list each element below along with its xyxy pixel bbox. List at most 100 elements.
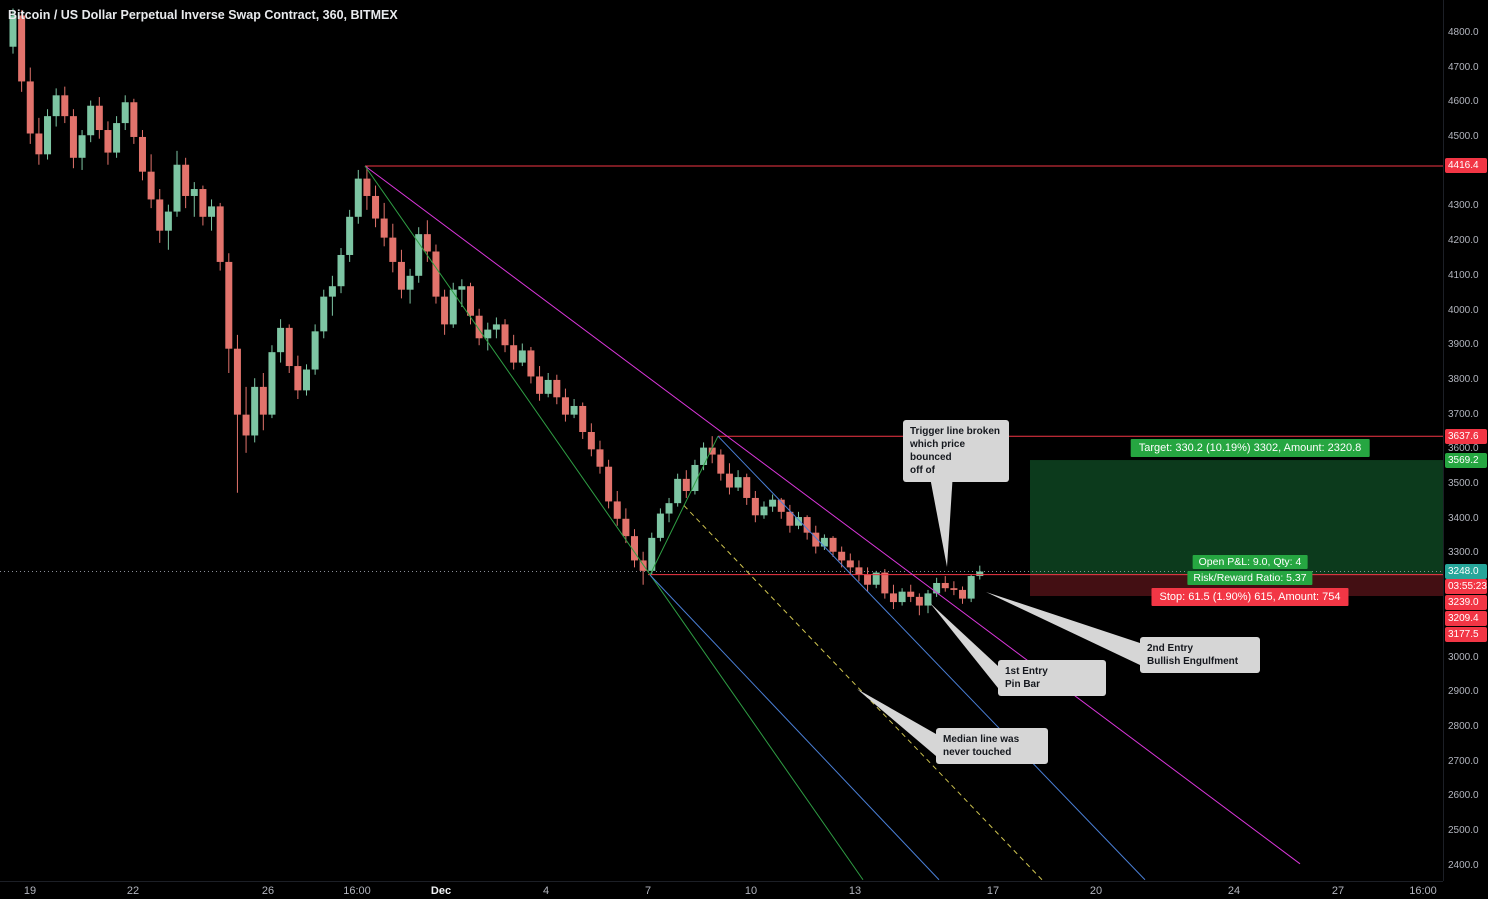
price-axis-label: 2500.0 — [1448, 825, 1479, 837]
candle — [708, 436, 716, 464]
candle — [889, 584, 897, 610]
candle — [432, 244, 440, 304]
candle — [501, 319, 509, 353]
price-tag: 3209.4 — [1445, 611, 1487, 627]
candle — [682, 470, 690, 498]
candle — [311, 324, 319, 375]
candle — [138, 130, 146, 181]
price-axis-label: 4800.0 — [1448, 26, 1479, 38]
price-axis-label: 4700.0 — [1448, 61, 1479, 73]
countdown-tag: 03:55:23 — [1445, 579, 1487, 595]
candle — [475, 308, 483, 346]
candle — [622, 508, 630, 544]
price-axis-label: 3000.0 — [1448, 651, 1479, 663]
price-axis-label: 4100.0 — [1448, 269, 1479, 281]
callout-second-entry-bullish-engulfment[interactable]: 2nd Entry Bullish Engulfment — [1140, 637, 1260, 673]
pitchfork-tine-upper[interactable] — [717, 435, 1146, 881]
green-pivot-line-ab[interactable] — [364, 165, 864, 881]
time-axis-label: 22 — [126, 885, 140, 897]
candle — [354, 169, 362, 224]
price-axis-label: 2400.0 — [1448, 859, 1479, 871]
candle — [259, 372, 267, 431]
candle — [665, 497, 673, 523]
price-axis-label: 4300.0 — [1448, 200, 1479, 212]
time-axis-label: 7 — [644, 885, 652, 897]
price-axis[interactable]: 4800.0 4700.0 4600.0 4500.0 4300.0 4200.0 4100… — [1443, 0, 1488, 881]
candle — [760, 501, 768, 519]
candle — [639, 551, 647, 585]
chart-canvas[interactable] — [0, 0, 1443, 881]
time-axis[interactable]: 19 22 26 16:00 Dec 4 7 10 13 17 20 24 27 16:00 — [0, 881, 1443, 899]
candle — [182, 157, 190, 209]
candle — [104, 121, 112, 165]
open-pnl-label[interactable]: Open P&L: 9.0, Qty: 4 — [1192, 555, 1308, 569]
candle — [173, 150, 181, 217]
candle — [268, 345, 276, 419]
chart-title[interactable]: Bitcoin / US Dollar Perpetual Inverse Sw… — [8, 8, 398, 22]
callout-median-line-never-touched[interactable]: Median line was never touched — [936, 728, 1048, 764]
candle — [536, 366, 544, 401]
callout-tail — [929, 472, 953, 567]
candle — [458, 279, 466, 308]
candle — [199, 185, 207, 226]
candle — [786, 504, 794, 533]
candle — [959, 586, 967, 604]
time-axis-label: 19 — [23, 885, 37, 897]
candle — [156, 189, 164, 243]
candle — [855, 560, 863, 582]
candle — [415, 227, 423, 283]
time-axis-label: 26 — [261, 885, 275, 897]
candle — [328, 275, 336, 316]
candle — [337, 248, 345, 294]
risk-reward-label[interactable]: Risk/Reward Ratio: 5.37 — [1187, 571, 1313, 585]
candle — [190, 182, 198, 217]
candle — [553, 374, 561, 405]
candle — [147, 154, 155, 209]
candle — [52, 88, 60, 127]
price-axis-label: 2900.0 — [1448, 686, 1479, 698]
price-tag: 3248.0 — [1445, 564, 1487, 580]
candle — [648, 532, 656, 575]
candle — [898, 588, 906, 606]
callout-trigger-line-broken[interactable]: Trigger line broken which price bounced … — [903, 420, 1009, 482]
target-label[interactable]: Target: 330.2 (10.19%) 3302, Amount: 232… — [1130, 439, 1370, 457]
candle — [864, 567, 872, 592]
pitchfork-tine-lower[interactable] — [649, 574, 940, 881]
callout-first-entry-pin-bar[interactable]: 1st Entry Pin Bar — [998, 660, 1106, 696]
candle — [492, 317, 500, 339]
time-axis-label: 24 — [1227, 885, 1241, 897]
time-axis-label: 27 — [1331, 885, 1345, 897]
magenta-trigger-line[interactable] — [364, 165, 1301, 865]
candle — [216, 202, 224, 271]
candle — [208, 199, 216, 231]
candle — [113, 116, 121, 158]
price-axis-label: 4500.0 — [1448, 130, 1479, 142]
stop-label[interactable]: Stop: 61.5 (1.90%) 615, Amount: 754 — [1151, 588, 1349, 606]
price-axis-label: 3400.0 — [1448, 512, 1479, 524]
candle — [544, 372, 552, 398]
candle — [950, 581, 958, 596]
price-tag: 3569.2 — [1445, 452, 1487, 468]
candle — [631, 529, 639, 568]
time-axis-label: 16:00 — [1409, 885, 1437, 897]
candle — [820, 534, 828, 551]
callout-tail — [986, 592, 1140, 665]
time-axis-label: 17 — [986, 885, 1000, 897]
time-axis-label: 10 — [744, 885, 758, 897]
candle — [587, 423, 595, 457]
time-axis-label: 20 — [1089, 885, 1103, 897]
candle — [44, 109, 52, 160]
candle — [251, 378, 259, 443]
candle — [838, 546, 846, 568]
candle — [527, 346, 535, 384]
price-tag: 4416.4 — [1445, 158, 1487, 174]
candle — [372, 185, 380, 228]
candle — [35, 117, 43, 165]
time-axis-label: Dec — [430, 885, 452, 897]
candle — [18, 10, 26, 92]
candle — [613, 491, 621, 526]
price-axis-label: 3300.0 — [1448, 547, 1479, 559]
candle — [656, 508, 664, 542]
candle — [233, 334, 241, 493]
candle — [363, 166, 371, 210]
